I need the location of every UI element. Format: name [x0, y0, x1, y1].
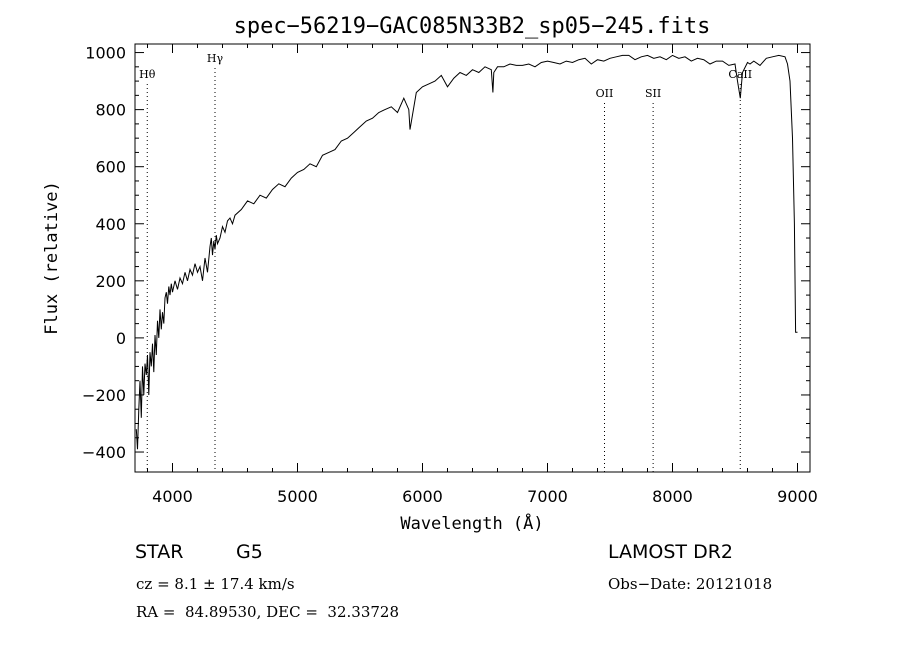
plot-frame: [134, 43, 811, 473]
observation-date-text: Obs−Date: 20121018: [608, 575, 773, 593]
axis-ticks: [135, 44, 810, 472]
redshift-cz-text: cz = 8.1 ± 17.4 km/s: [136, 575, 295, 593]
survey-label: LAMOST DR2: [608, 541, 733, 563]
y-tick-label: 1000: [85, 44, 126, 63]
y-tick-label: 600: [95, 158, 126, 177]
y-tick-labels: −400 −200 0 200 400 600 800 1000: [82, 44, 126, 462]
y-tick-label: −400: [82, 443, 126, 462]
y-tick-label: −200: [82, 386, 126, 405]
x-tick-label: 9000: [777, 487, 818, 506]
y-tick-label: 200: [95, 272, 126, 291]
y-tick-label: 800: [95, 101, 126, 120]
object-subclass-label: G5: [236, 541, 263, 563]
marker-label: CaII: [728, 68, 752, 81]
marker-label: Hθ: [139, 68, 156, 81]
x-tick-label: 4000: [152, 487, 193, 506]
marker-label: Hγ: [207, 52, 224, 65]
marker-label: SII: [645, 87, 661, 100]
marker-label: OII: [596, 87, 614, 100]
y-tick-label: 400: [95, 215, 126, 234]
x-axis-label: Wavelength (Å): [400, 512, 543, 534]
spectral-line-markers: Hθ Hγ OII SII CaII: [139, 52, 752, 472]
x-tick-label: 7000: [527, 487, 568, 506]
object-class-label: STAR: [135, 541, 184, 563]
spectrum-series-line: [135, 54, 798, 450]
y-tick-label: 0: [116, 329, 126, 348]
x-tick-label: 8000: [652, 487, 693, 506]
x-tick-labels: 4000 5000 6000 7000 8000 9000: [152, 487, 818, 506]
x-tick-label: 6000: [402, 487, 443, 506]
chart-title: spec−56219−GAC085N33B2_sp05−245.fits: [234, 14, 711, 39]
coordinates-text: RA = 84.89530, DEC = 32.33728: [136, 603, 400, 621]
y-axis-label: Flux (relative): [42, 181, 62, 335]
x-tick-label: 5000: [277, 487, 318, 506]
